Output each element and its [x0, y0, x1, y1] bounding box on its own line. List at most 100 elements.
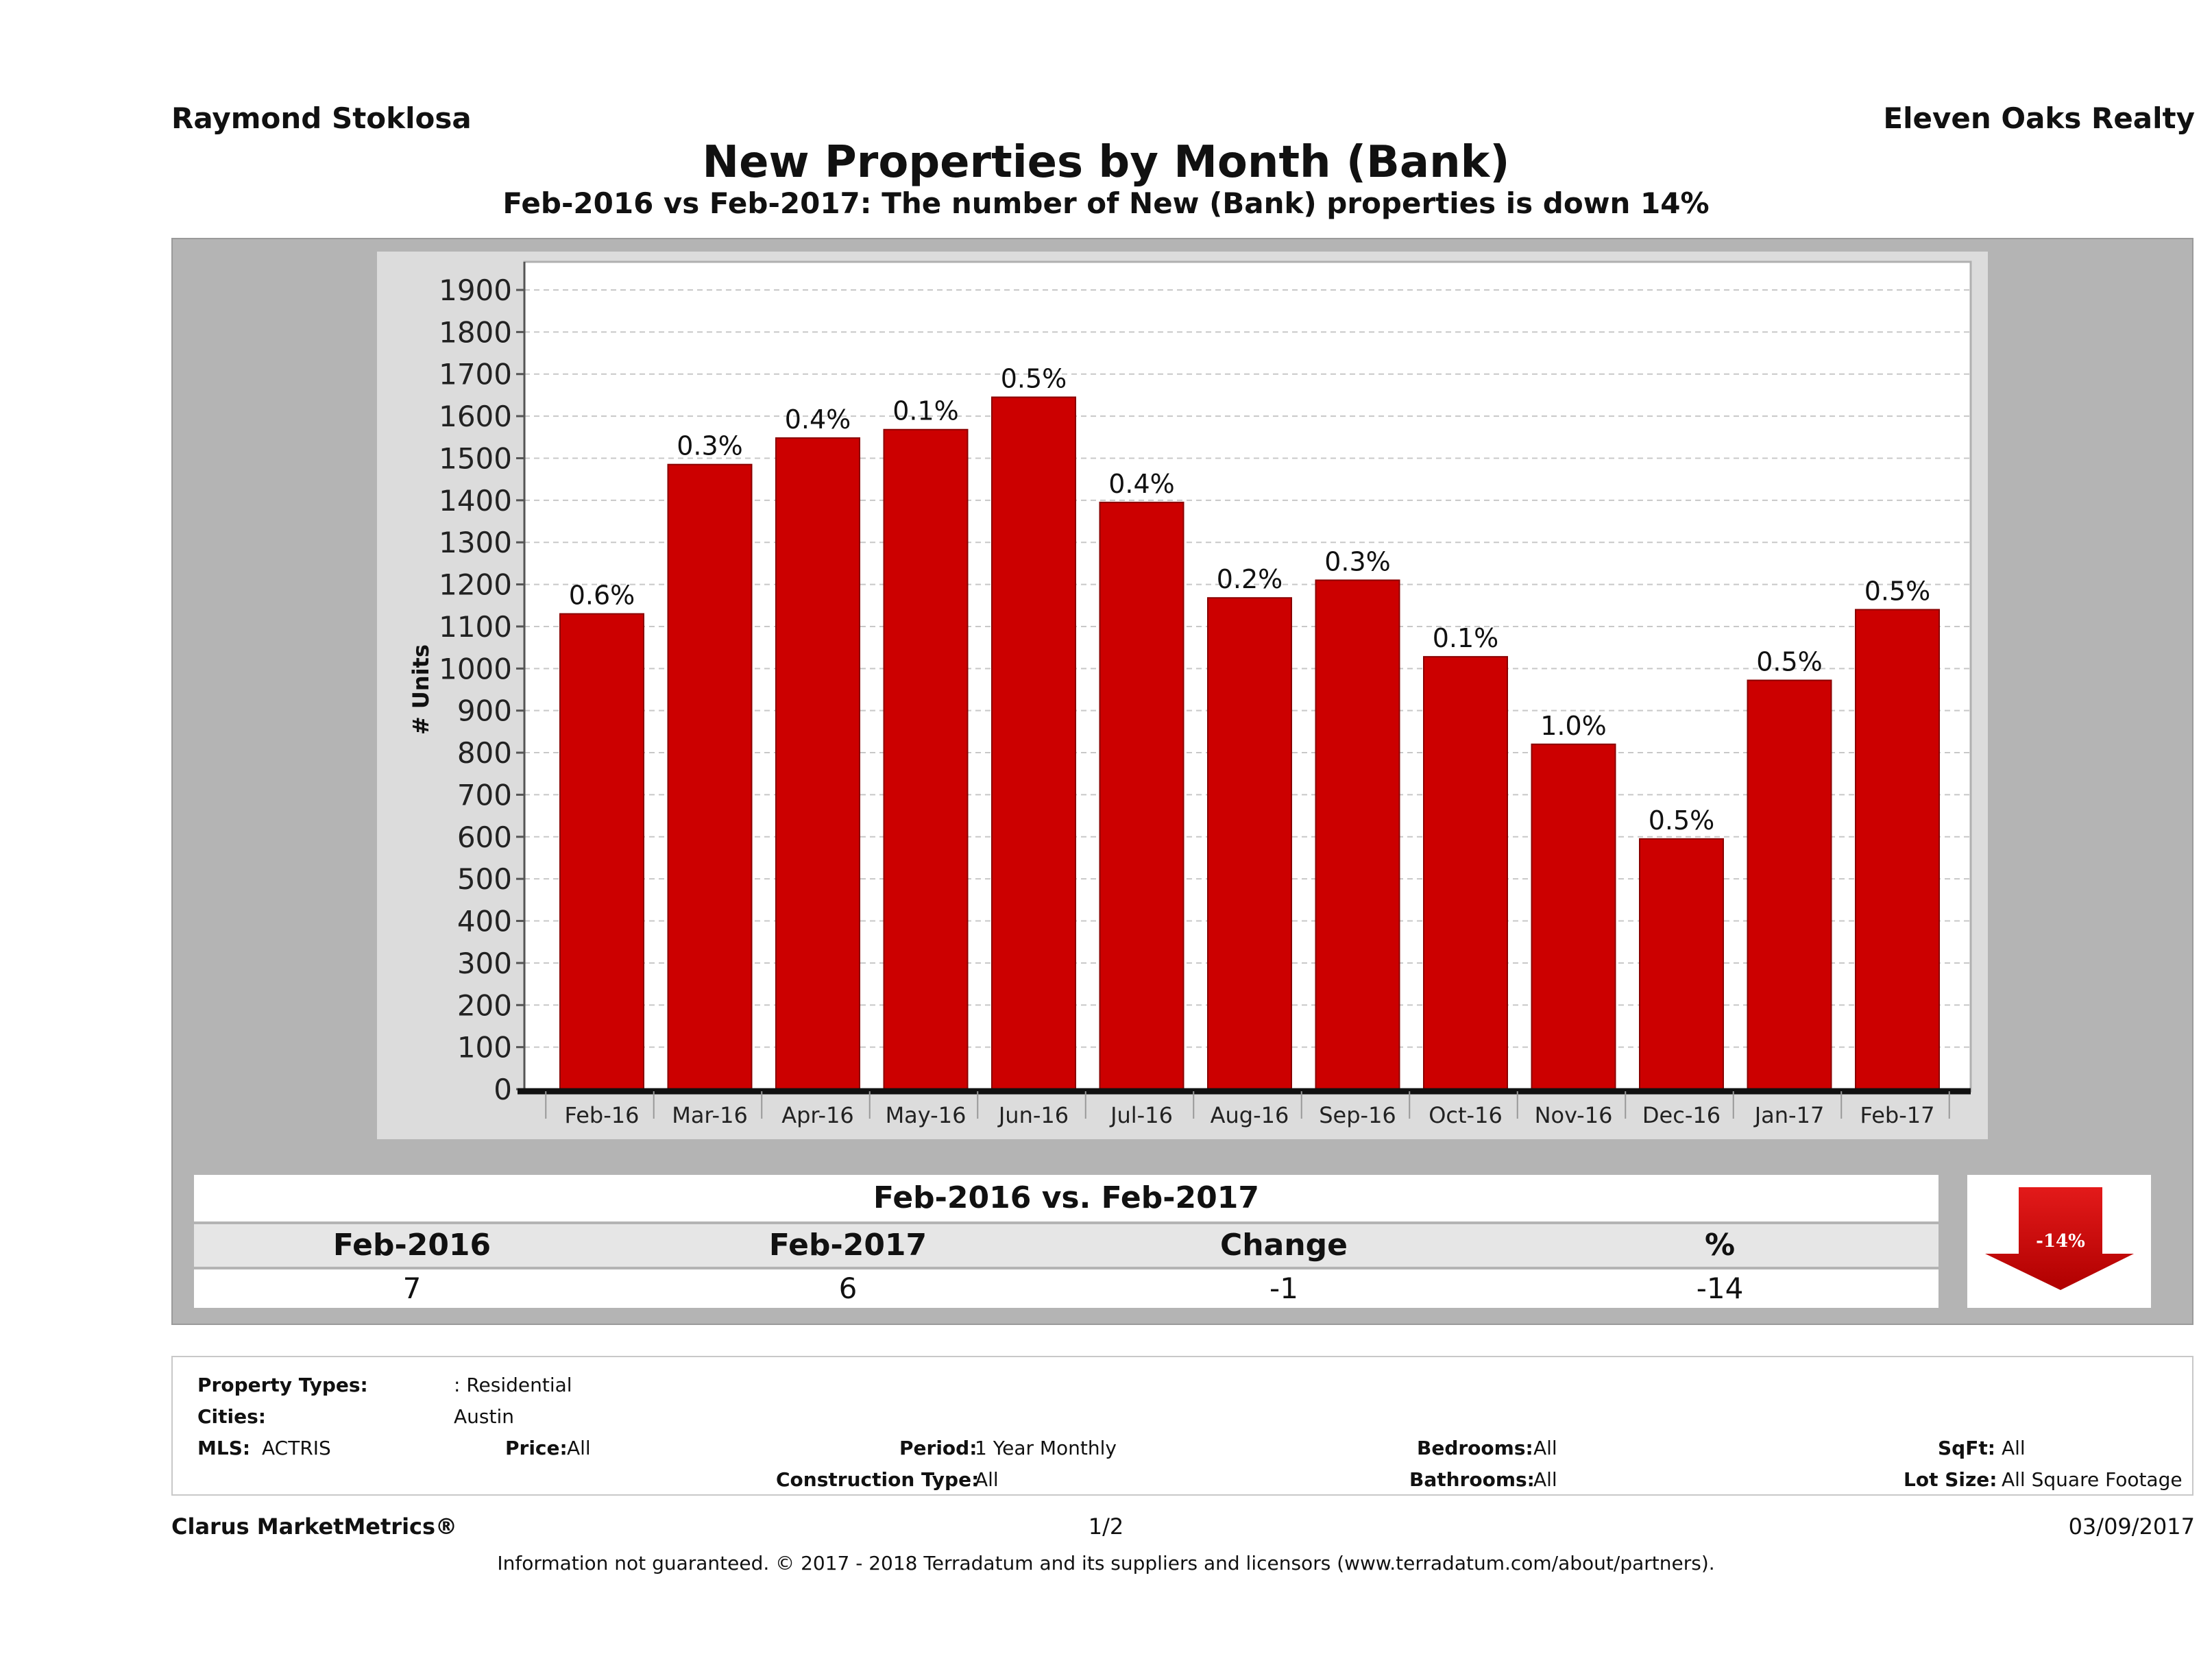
bar-feb-16 [559, 613, 644, 1090]
bar-sep-16 [1315, 579, 1400, 1091]
bathrooms-label: Bathrooms: [1409, 1468, 1535, 1491]
data-label: 0.2% [1217, 564, 1283, 594]
y-tick-label: 400 [457, 905, 512, 938]
summary-value-change: -1 [1269, 1272, 1298, 1305]
lot-size-label: Lot Size: [1904, 1468, 1997, 1491]
bar-aug-16 [1207, 597, 1292, 1090]
bar-feb-17 [1855, 609, 1940, 1090]
summary-header-feb-2017: Feb-2017 [768, 1228, 927, 1263]
y-tick-label: 800 [457, 736, 512, 770]
x-tick-label: Feb-16 [565, 1102, 640, 1128]
y-tick-label: 1500 [439, 441, 512, 475]
report-date: 03/09/2017 [2068, 1513, 2195, 1540]
chart-area: 0 100 200 300 400 500 600 700 800 900 1000 1100 1200… [377, 252, 1988, 1139]
chart-subtitle: Feb-2016 vs Feb-2017: The number of New … [502, 186, 1710, 220]
data-label: 0.4% [785, 404, 851, 435]
y-tick-label: 1900 [439, 273, 512, 307]
summary-value-feb-2016: 7 [402, 1272, 422, 1305]
y-tick-label: 300 [457, 947, 512, 980]
data-label: 0.4% [1108, 469, 1175, 499]
bar-jul-16 [1099, 501, 1184, 1090]
bar-jan-17 [1747, 679, 1832, 1090]
y-tick-label: 1200 [439, 568, 512, 602]
bar-mar-16 [667, 463, 753, 1090]
bedrooms-label: Bedrooms: [1417, 1437, 1533, 1459]
agent-name: Raymond Stoklosa [171, 101, 472, 135]
y-tick-label: 1300 [439, 526, 512, 559]
x-tick-label: Feb-17 [1860, 1102, 1935, 1128]
y-tick-label: 200 [457, 988, 512, 1022]
disclaimer: Information not guaranteed. © 2017 - 201… [497, 1552, 1715, 1574]
brokerage-name: Eleven Oaks Realty [1883, 101, 2195, 135]
x-tick-label: Mar-16 [672, 1102, 748, 1128]
data-label: 0.1% [892, 396, 959, 426]
data-label: 0.5% [1864, 576, 1931, 606]
lot-size-value: All Square Footage [2002, 1468, 2183, 1491]
x-tick-label: Dec-16 [1642, 1102, 1721, 1128]
cities-label: Cities: [197, 1405, 266, 1428]
y-tick-label: 0 [494, 1073, 512, 1106]
y-tick-label: 1400 [439, 484, 512, 518]
summary-header-row: Feb-2016 Feb-2017 Change % [194, 1224, 1938, 1267]
summary-header-change: Change [1220, 1228, 1348, 1263]
y-tick-label: 500 [457, 862, 512, 896]
x-tick-label: Oct-16 [1429, 1102, 1503, 1128]
y-tick-label: 700 [457, 778, 512, 812]
footer-brand: Clarus MarketMetrics® [171, 1513, 458, 1540]
construction-type-value: All [975, 1468, 999, 1491]
x-tick-label: Jun-16 [997, 1102, 1069, 1128]
bar-jun-16 [991, 396, 1076, 1090]
page-number: 1/2 [1088, 1513, 1124, 1540]
bar-apr-16 [775, 437, 860, 1090]
construction-type-label: Construction Type: [776, 1468, 980, 1491]
y-tick-label: 1100 [439, 610, 512, 644]
sqft-label: SqFt: [1938, 1437, 1995, 1459]
sqft-value: All [2002, 1437, 2026, 1459]
bedrooms-value: All [1533, 1437, 1557, 1459]
data-label: 0.5% [1649, 805, 1715, 836]
data-label: 0.3% [1324, 546, 1391, 576]
y-tick-label: 1600 [439, 400, 512, 433]
property-types-value: : Residential [454, 1374, 572, 1396]
bar-nov-16 [1531, 743, 1616, 1090]
price-value: All [567, 1437, 591, 1459]
summary-title: Feb-2016 vs. Feb-2017 [194, 1175, 1938, 1221]
trend-arrow-box: -14% [1967, 1175, 2151, 1308]
y-tick-label: 1000 [439, 652, 512, 685]
price-label: Price: [505, 1437, 568, 1459]
x-tick-label: Apr-16 [781, 1102, 854, 1128]
bar-dec-16 [1639, 838, 1724, 1091]
summary-header-percent: % [1704, 1228, 1736, 1263]
y-tick-label: 100 [457, 1031, 512, 1065]
y-tick-label: 1700 [439, 358, 512, 391]
arrow-label: -14% [2036, 1231, 2085, 1252]
x-tick-label: Nov-16 [1535, 1102, 1613, 1128]
summary-value-feb-2017: 6 [838, 1272, 858, 1305]
bar-chart: 0 100 200 300 400 500 600 700 800 900 1000 1100 1200… [408, 260, 1972, 1128]
y-tick-label: 1800 [439, 315, 512, 349]
summary-value-row: 7 6 -1 -14 [194, 1269, 1938, 1308]
bar-may-16 [883, 428, 969, 1090]
bathrooms-value: All [1533, 1468, 1557, 1491]
filter-criteria: Property Types: : Residential Cities: Au… [171, 1356, 2193, 1496]
y-axis-label: # Units [408, 644, 434, 735]
data-label: 1.0% [1540, 711, 1607, 741]
x-tick-label: Jul-16 [1109, 1102, 1173, 1128]
bar-oct-16 [1423, 656, 1508, 1090]
cities-value: Austin [454, 1405, 514, 1428]
period-label: Period: [899, 1437, 977, 1459]
data-label: 0.3% [677, 431, 743, 461]
data-label: 0.6% [569, 581, 635, 611]
chart-title: New Properties by Month (Bank) [702, 137, 1510, 188]
y-tick-label: 600 [457, 820, 512, 854]
summary-value-percent: -14 [1696, 1272, 1744, 1305]
y-tick-label: 900 [457, 694, 512, 728]
period-value: 1 Year Monthly [975, 1437, 1117, 1459]
down-arrow-icon: -14% [1985, 1187, 2134, 1290]
x-tick-label: Jan-17 [1753, 1102, 1825, 1128]
x-tick-label: Sep-16 [1319, 1102, 1396, 1128]
data-label: 0.5% [1756, 646, 1823, 677]
data-label: 0.5% [1001, 363, 1067, 393]
mls-label: MLS: [197, 1437, 251, 1459]
mls-value: ACTRIS [262, 1437, 331, 1459]
